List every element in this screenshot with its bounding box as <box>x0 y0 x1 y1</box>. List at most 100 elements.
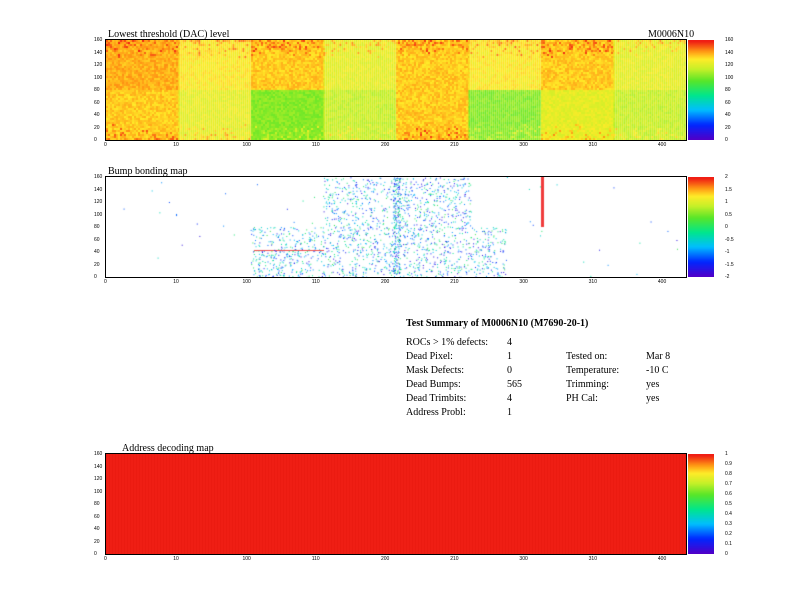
y-tick-label: 120 <box>94 199 103 205</box>
x-tick-label: 200 <box>380 279 390 285</box>
summary-right-value: yes <box>646 393 660 404</box>
color-scale-label: 80 <box>725 87 731 93</box>
summary-right-label: Tested on: <box>566 351 608 362</box>
summary-row-value: 4 <box>507 393 512 404</box>
color-scale-label: 2 <box>725 174 728 180</box>
color-scale-label: 0.7 <box>725 481 732 487</box>
x-tick-label: 10 <box>173 142 179 148</box>
bump-heatmap-frame <box>105 176 687 278</box>
y-tick-label: 120 <box>94 62 103 68</box>
address-map-title: Address decoding map <box>122 443 214 454</box>
y-tick-label: 160 <box>94 174 103 180</box>
y-tick-label: 160 <box>94 451 103 457</box>
color-scale-label: 20 <box>725 124 731 131</box>
color-scale-label: 0.6 <box>725 491 732 497</box>
y-tick-label: 140 <box>94 49 103 56</box>
y-tick-label: 0 <box>94 274 97 280</box>
color-scale-label: 0.5 <box>725 501 732 507</box>
x-tick-label: 210 <box>450 142 459 148</box>
y-tick-label: 40 <box>94 526 100 532</box>
color-scale-label: 0.9 <box>725 461 732 467</box>
color-scale-label: 0.4 <box>725 511 732 517</box>
threshold-heatmap-frame <box>105 39 687 141</box>
threshold-color-scale <box>688 40 714 140</box>
color-scale-label: -0.5 <box>725 236 734 243</box>
summary-row-value: 4 <box>507 337 512 348</box>
y-tick-label: 40 <box>94 112 100 118</box>
bump-color-scale <box>688 177 714 277</box>
color-scale-label: 160 <box>725 37 734 43</box>
summary-right-label: PH Cal: <box>566 393 598 404</box>
x-tick-label: 200 <box>380 142 390 148</box>
x-tick-label: 10 <box>173 556 179 562</box>
summary-row-label: Dead Pixel: <box>406 351 453 362</box>
bump-heatmap <box>106 177 686 277</box>
y-tick-label: 120 <box>94 476 103 482</box>
x-tick-label: 10 <box>173 279 179 285</box>
address-heatmap-frame <box>105 453 687 555</box>
address-heatmap <box>106 454 686 554</box>
color-scale-label: 0.5 <box>725 211 732 218</box>
y-tick-label: 100 <box>94 74 103 81</box>
color-scale-label: -1 <box>725 249 730 255</box>
x-tick-label: 310 <box>588 556 597 562</box>
x-tick-label: 210 <box>450 556 459 562</box>
summary-row-value: 0 <box>507 365 512 376</box>
summary-right-value: yes <box>646 379 660 390</box>
color-scale-label: 60 <box>725 99 731 106</box>
y-tick-label: 60 <box>94 236 100 243</box>
summary-row-label: Dead Trimbits: <box>406 393 467 404</box>
summary-right-label: Trimming: <box>566 379 609 390</box>
summary-right-label: Temperature: <box>566 365 620 376</box>
x-tick-label: 400 <box>657 279 667 285</box>
color-scale-label: -2 <box>725 274 730 280</box>
x-tick-label: 300 <box>519 279 528 285</box>
x-tick-label: 0 <box>104 142 107 148</box>
x-tick-label: 0 <box>104 556 107 562</box>
color-scale-label: -1.5 <box>725 261 734 268</box>
summary-row-label: Dead Bumps: <box>406 379 461 390</box>
color-scale-label: 100 <box>725 74 734 81</box>
threshold-map-title: Lowest threshold (DAC) level <box>108 29 230 40</box>
x-tick-label: 100 <box>242 556 251 562</box>
x-tick-label: 200 <box>380 556 390 562</box>
color-scale-label: 40 <box>725 112 731 118</box>
y-tick-label: 0 <box>94 137 97 143</box>
color-scale-label: 0 <box>725 551 728 557</box>
y-tick-label: 140 <box>94 186 103 193</box>
color-scale-label: 0.2 <box>725 531 732 537</box>
x-tick-label: 210 <box>450 279 459 285</box>
x-tick-label: 110 <box>311 142 320 148</box>
x-tick-label: 400 <box>657 142 667 148</box>
y-tick-label: 100 <box>94 488 103 495</box>
module-label: M0006N10 <box>648 29 695 40</box>
color-scale-label: 1.5 <box>725 186 732 193</box>
summary-right-value: Mar 8 <box>646 351 671 362</box>
summary-row-label: Mask Defects: <box>406 365 465 376</box>
x-tick-label: 100 <box>242 142 251 148</box>
color-scale-label: 0 <box>725 137 728 143</box>
color-scale-label: 0.1 <box>725 541 732 547</box>
y-tick-label: 20 <box>94 538 100 545</box>
color-scale-label: 1 <box>725 199 728 205</box>
summary-right-value: -10 C <box>646 365 669 376</box>
threshold-heatmap <box>106 40 686 140</box>
x-tick-label: 110 <box>311 556 320 562</box>
x-tick-label: 110 <box>311 279 320 285</box>
y-tick-label: 80 <box>94 501 100 507</box>
y-tick-label: 60 <box>94 513 100 520</box>
y-tick-label: 0 <box>94 551 97 557</box>
y-tick-label: 80 <box>94 87 100 93</box>
address-color-scale <box>688 454 714 554</box>
color-scale-label: 0 <box>725 224 728 230</box>
summary-title: Test Summary of M0006N10 (M7690-20-1) <box>406 318 589 329</box>
color-scale-label: 140 <box>725 49 734 56</box>
x-tick-label: 400 <box>657 556 667 562</box>
y-tick-label: 160 <box>94 37 103 43</box>
x-tick-label: 300 <box>519 556 528 562</box>
summary-row-value: 1 <box>507 407 512 418</box>
color-scale-label: 0.3 <box>725 521 732 527</box>
x-tick-label: 300 <box>519 142 528 148</box>
x-tick-label: 310 <box>588 142 597 148</box>
x-tick-label: 100 <box>242 279 251 285</box>
